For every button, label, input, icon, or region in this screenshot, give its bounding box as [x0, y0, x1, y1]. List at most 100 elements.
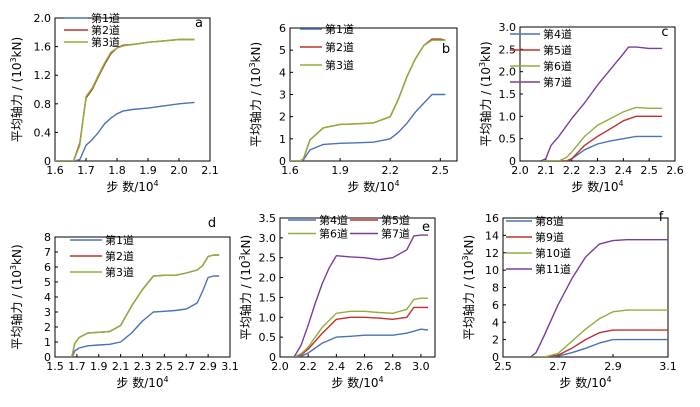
x-tick-label: 2.6: [666, 164, 684, 177]
x-tick-label: 2.2: [299, 360, 317, 373]
y-tick-label: 6: [44, 261, 51, 274]
x-tick-label: 2.1: [201, 164, 219, 177]
y-tick-label: 1.5: [499, 88, 517, 101]
x-tick-label: 2.0: [271, 360, 289, 373]
y-tick-label: 2: [492, 334, 499, 347]
x-axis-label: 步 数/104: [116, 375, 168, 390]
legend-entry: 第5道: [543, 43, 572, 57]
series-line: [293, 297, 428, 357]
chart-panel-e: 2.0 2.2 2.4 2.6 2.8 3.0 0 0.5 1.0 1.5 2.0 2.5 3.0 3.5…: [238, 212, 436, 390]
y-tick-label: 1.0: [259, 311, 277, 324]
y-tick-label: 3.0: [499, 21, 517, 34]
y-tick-label: 1.6: [34, 41, 52, 54]
panel-label: e: [422, 220, 430, 235]
y-axis-label: 平均轴力 / (103kN): [461, 235, 476, 340]
legend-entry: 第1道: [91, 11, 120, 25]
x-tick-label: 2.7: [549, 360, 567, 373]
series-line: [540, 46, 663, 161]
x-tick-label: 1.9: [90, 360, 108, 373]
legend-entry: 第7道: [543, 75, 572, 89]
series-line: [55, 38, 195, 161]
y-axis-label: 平均轴力 / (103kN): [238, 235, 253, 340]
y-axis-label: 平均轴力 / (103kN): [9, 244, 24, 349]
series-line: [530, 338, 668, 357]
x-tick-label: 2.0: [170, 164, 188, 177]
legend-entry: 第6道: [543, 59, 572, 73]
x-tick-label: 2.0: [511, 164, 529, 177]
panel-label: b: [442, 42, 450, 57]
y-tick-label: 0.5: [499, 133, 517, 146]
y-tick-label: 14: [485, 229, 499, 242]
series-line: [71, 275, 220, 357]
legend-entry: 第2道: [91, 23, 120, 37]
y-tick-label: 0: [279, 155, 286, 168]
x-tick-label: 2.2: [563, 164, 581, 177]
y-axis-label: 平均轴力 / (103kN): [248, 42, 263, 147]
y-tick-label: 2.5: [259, 252, 277, 265]
y-axis-label: 平均轴力 / (103kN): [478, 41, 493, 146]
x-tick-label: 1.6: [281, 164, 299, 177]
y-tick-label: 0.8: [34, 98, 52, 111]
y-tick-label: 12: [485, 247, 499, 260]
x-tick-label: 2.6: [356, 360, 374, 373]
plot-frame: [502, 217, 669, 358]
x-tick-label: 2.1: [112, 360, 130, 373]
legend-entry: 第1道: [105, 233, 134, 247]
x-tick-label: 1.8: [108, 164, 126, 177]
x-tick-label: 2.5: [432, 164, 450, 177]
x-tick-label: 3.1: [659, 360, 677, 373]
y-tick-label: 2.0: [499, 66, 517, 79]
y-tick-label: 0.5: [259, 331, 277, 344]
y-tick-label: 4: [44, 291, 51, 304]
x-tick-label: 2.3: [589, 164, 607, 177]
legend-entry: 第3道: [105, 265, 134, 279]
legend-entry: 第4道: [319, 213, 348, 227]
y-tick-label: 6: [492, 299, 499, 312]
chart-panel-d: 1.5 1.7 1.9 2.1 2.3 2.5 2.7 2.9 3.1 0 1 2 3 4 5 6 7 8 第1道第…: [9, 216, 239, 390]
y-tick-label: 0.4: [34, 126, 52, 139]
y-tick-label: 7: [44, 246, 51, 259]
panel-label: c: [661, 25, 668, 40]
y-tick-label: 6: [279, 22, 286, 35]
x-tick-label: 2.9: [199, 360, 217, 373]
y-tick-label: 3.5: [259, 212, 277, 225]
panel-label: f: [659, 210, 664, 225]
y-tick-label: 0: [269, 351, 276, 364]
x-tick-label: 1.7: [77, 164, 95, 177]
panel-label: d: [208, 216, 216, 231]
x-tick-label: 1.7: [68, 360, 86, 373]
y-tick-label: 0: [492, 351, 499, 364]
y-tick-label: 3: [279, 89, 286, 102]
y-tick-label: 2.0: [259, 272, 277, 285]
y-tick-label: 8: [44, 231, 51, 244]
y-tick-label: 2: [44, 321, 51, 334]
y-tick-label: 1.5: [259, 291, 277, 304]
y-tick-label: 2.5: [499, 43, 517, 56]
plot-frame: [54, 236, 231, 358]
y-tick-label: 1: [44, 336, 51, 349]
y-tick-label: 8: [492, 282, 499, 295]
x-axis-label: 步 数/104: [559, 375, 611, 390]
y-tick-label: 1.2: [34, 69, 52, 82]
series-line: [530, 309, 668, 357]
legend-entry: 第3道: [325, 58, 354, 72]
series-line: [55, 101, 195, 161]
series-line: [540, 106, 663, 161]
series-line: [293, 234, 428, 357]
x-tick-label: 2.9: [604, 360, 622, 373]
chart-panel-c: 2.0 2.1 2.2 2.3 2.4 2.5 2.6 0 0.5 1.0 1.5 2.0 2.5 3.0…: [478, 21, 684, 194]
plot-frame: [54, 17, 211, 162]
x-tick-label: 3.0: [412, 360, 430, 373]
series-line: [70, 254, 220, 357]
panel-label: a: [195, 16, 203, 31]
legend-entry: 第11道: [535, 262, 571, 276]
x-tick-label: 2.5: [156, 360, 174, 373]
x-tick-label: 2.5: [494, 360, 512, 373]
x-axis-label: 步 数/104: [347, 179, 399, 194]
x-axis-label: 步 数/104: [571, 179, 623, 194]
y-tick-label: 2.0: [34, 12, 52, 25]
legend-entry: 第8道: [535, 214, 564, 228]
series-line: [290, 39, 446, 161]
legend-entry: 第2道: [105, 249, 134, 263]
chart-panel-a: 1.6 1.7 1.8 1.9 2.0 2.1 0 0.4 0.8 1.2 1.6 2.0 第1道第2道…: [9, 11, 219, 194]
